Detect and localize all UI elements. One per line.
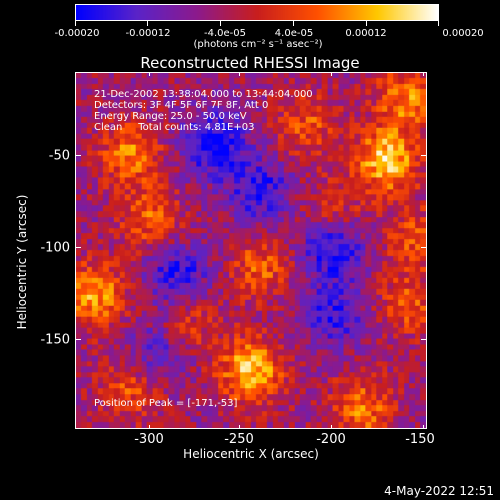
colorbar-tick xyxy=(293,21,294,26)
colorbar-tick xyxy=(75,21,76,26)
y-tick xyxy=(75,155,81,156)
plot-title: Reconstructed RHESSI Image xyxy=(140,54,360,72)
colorbar-label: 0.00020 xyxy=(442,28,484,39)
x-axis-label: Heliocentric X (arcsec) xyxy=(183,447,319,461)
y-axis-label: Heliocentric Y (arcsec) xyxy=(15,194,29,330)
x-tick-label: -200 xyxy=(316,432,346,447)
x-tick xyxy=(149,72,150,76)
colorbar-tick xyxy=(220,21,221,26)
x-tick-label: -250 xyxy=(224,432,254,447)
x-tick-label: -150 xyxy=(405,432,435,447)
x-tick xyxy=(239,425,240,429)
info-method-counts: Clean Total counts: 4.81E+03 xyxy=(94,122,255,133)
colorbar-label: -0.00012 xyxy=(125,28,171,39)
heatmap-image xyxy=(76,73,426,428)
y-tick xyxy=(421,247,427,248)
y-tick-label: -50 xyxy=(48,148,70,164)
info-detectors: Detectors: 3F 4F 5F 6F 7F 8F, Att 0 xyxy=(94,100,269,111)
colorbar xyxy=(75,4,439,21)
y-tick-label: -150 xyxy=(40,332,70,348)
colorbar-units: (photons cm⁻² s⁻¹ asec⁻²) xyxy=(193,39,323,50)
x-tick xyxy=(149,425,150,429)
x-tick xyxy=(331,72,332,76)
y-tick xyxy=(75,339,81,340)
image-plot: 21-Dec-2002 13:38:04.000 to 13:44:04.000… xyxy=(75,72,427,429)
y-tick xyxy=(421,155,427,156)
y-tick xyxy=(421,339,427,340)
colorbar-tick xyxy=(147,21,148,26)
colorbar-label: 4.0e-05 xyxy=(274,28,314,39)
info-peak-position: Position of Peak = [-171,-53] xyxy=(94,398,238,409)
info-time-range: 21-Dec-2002 13:38:04.000 to 13:44:04.000 xyxy=(94,89,313,100)
x-tick xyxy=(423,72,424,76)
colorbar-tick xyxy=(366,21,367,26)
x-tick xyxy=(239,72,240,76)
x-tick xyxy=(423,425,424,429)
colorbar-tick xyxy=(438,21,439,26)
colorbar-label: -0.00020 xyxy=(54,28,100,39)
colorbar-label: -4.0e-05 xyxy=(204,28,246,39)
info-energy-range: Energy Range: 25.0 - 50.0 keV xyxy=(94,111,247,122)
x-tick xyxy=(331,425,332,429)
y-tick xyxy=(75,247,81,248)
x-tick-label: -300 xyxy=(134,432,164,447)
colorbar-label: 0.00012 xyxy=(345,28,387,39)
timestamp: 4-May-2022 12:51 xyxy=(384,484,494,498)
y-tick-label: -100 xyxy=(40,240,70,256)
